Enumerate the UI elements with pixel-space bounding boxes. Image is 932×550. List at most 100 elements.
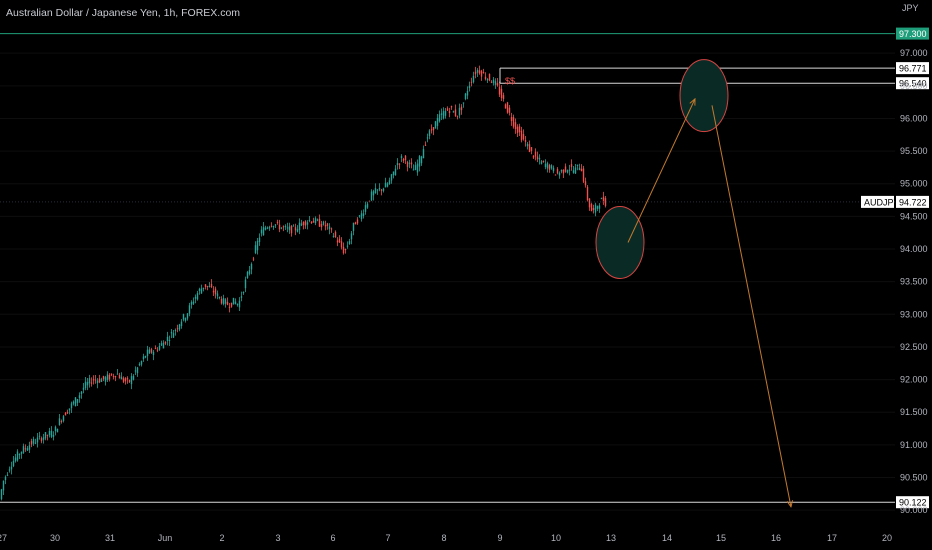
candle: [42, 433, 45, 444]
candle: [104, 375, 107, 386]
candle: [262, 222, 265, 236]
candle: [268, 225, 271, 231]
candle: [518, 123, 521, 136]
candle: [178, 323, 181, 332]
candle: [390, 173, 393, 184]
candle: [30, 438, 33, 448]
candle: [570, 159, 573, 171]
price-tick-label: 97.000: [900, 48, 928, 58]
date-tick-label: 15: [716, 533, 726, 543]
candle: [548, 163, 551, 173]
price-tick-label: 92.000: [900, 375, 928, 385]
candle: [498, 81, 501, 97]
candle: [216, 290, 219, 300]
candle: [208, 282, 211, 288]
candle: [434, 120, 437, 129]
candle: [568, 164, 571, 176]
target-line-label-bg: [896, 496, 929, 509]
candle: [468, 81, 471, 92]
candle: [114, 375, 117, 382]
candle: [442, 107, 445, 120]
candle: [490, 80, 493, 84]
candle: [394, 165, 397, 176]
candle: [64, 411, 67, 416]
candle: [196, 290, 199, 301]
price-tick-label: 92.500: [900, 342, 928, 352]
candle: [546, 161, 549, 173]
candle: [46, 434, 49, 441]
candle: [484, 72, 487, 81]
candle: [240, 291, 243, 302]
liquidity-marker: $$: [505, 76, 515, 86]
price-tick-label: 96.000: [900, 113, 928, 123]
candle: [354, 221, 357, 225]
candle: [492, 77, 495, 86]
candle: [96, 378, 99, 389]
candle: [460, 104, 463, 115]
candle: [358, 214, 361, 218]
high-line-label-bg: [896, 62, 929, 75]
candle: [150, 347, 153, 354]
candle: [176, 324, 179, 333]
candle: [576, 164, 579, 171]
candle: [314, 216, 317, 226]
candle: [544, 159, 547, 170]
res-line-label-bg: [896, 77, 929, 90]
candle: [92, 375, 95, 385]
candle: [540, 160, 543, 165]
candle: [116, 369, 119, 375]
candle: [380, 189, 383, 196]
candle: [428, 129, 431, 140]
candle: [10, 461, 13, 475]
price-tick-label: 96.500: [900, 81, 928, 91]
candle: [190, 300, 193, 309]
candle: [414, 161, 417, 171]
candle: [200, 284, 203, 294]
date-tick-label: 7: [385, 533, 390, 543]
candle: [360, 210, 363, 222]
candle: [316, 218, 319, 222]
candle: [408, 159, 411, 169]
candle: [118, 372, 121, 379]
candle: [270, 222, 273, 228]
date-tick-label: 16: [771, 533, 781, 543]
date-tick-label: 31: [105, 533, 115, 543]
candle: [224, 298, 227, 308]
candle: [516, 124, 519, 138]
candle: [180, 319, 183, 329]
candles: [0, 65, 607, 501]
candle: [502, 92, 505, 102]
candle: [338, 235, 341, 243]
candle: [586, 185, 589, 202]
candle: [584, 177, 587, 188]
candle: [112, 373, 115, 380]
price-tick-label: 91.000: [900, 440, 928, 450]
candle: [284, 224, 287, 230]
candle: [4, 475, 7, 485]
axis-currency: JPY: [902, 3, 919, 13]
candle: [214, 286, 217, 299]
candle: [130, 373, 133, 390]
candle: [530, 146, 533, 155]
candle: [218, 296, 221, 300]
candle: [456, 115, 459, 120]
candle: [100, 377, 103, 383]
candle: [34, 438, 37, 445]
candle: [312, 217, 315, 223]
candle: [2, 480, 5, 495]
candle: [600, 197, 603, 200]
candle: [254, 241, 257, 255]
target-line-label: 90.122: [899, 498, 927, 508]
candle: [306, 220, 309, 230]
candle: [140, 360, 143, 367]
price-tick-label: 93.000: [900, 309, 928, 319]
candle: [286, 222, 289, 233]
candle: [336, 237, 339, 247]
price-levels: 97.300 96.771 96.540 90.122 AUDJPY 94.722: [0, 27, 929, 509]
candle: [38, 431, 41, 440]
current-price-label: 94.722: [899, 197, 927, 207]
candle: [232, 297, 235, 305]
price-tick-label: 90.500: [900, 473, 928, 483]
candle: [14, 454, 17, 463]
